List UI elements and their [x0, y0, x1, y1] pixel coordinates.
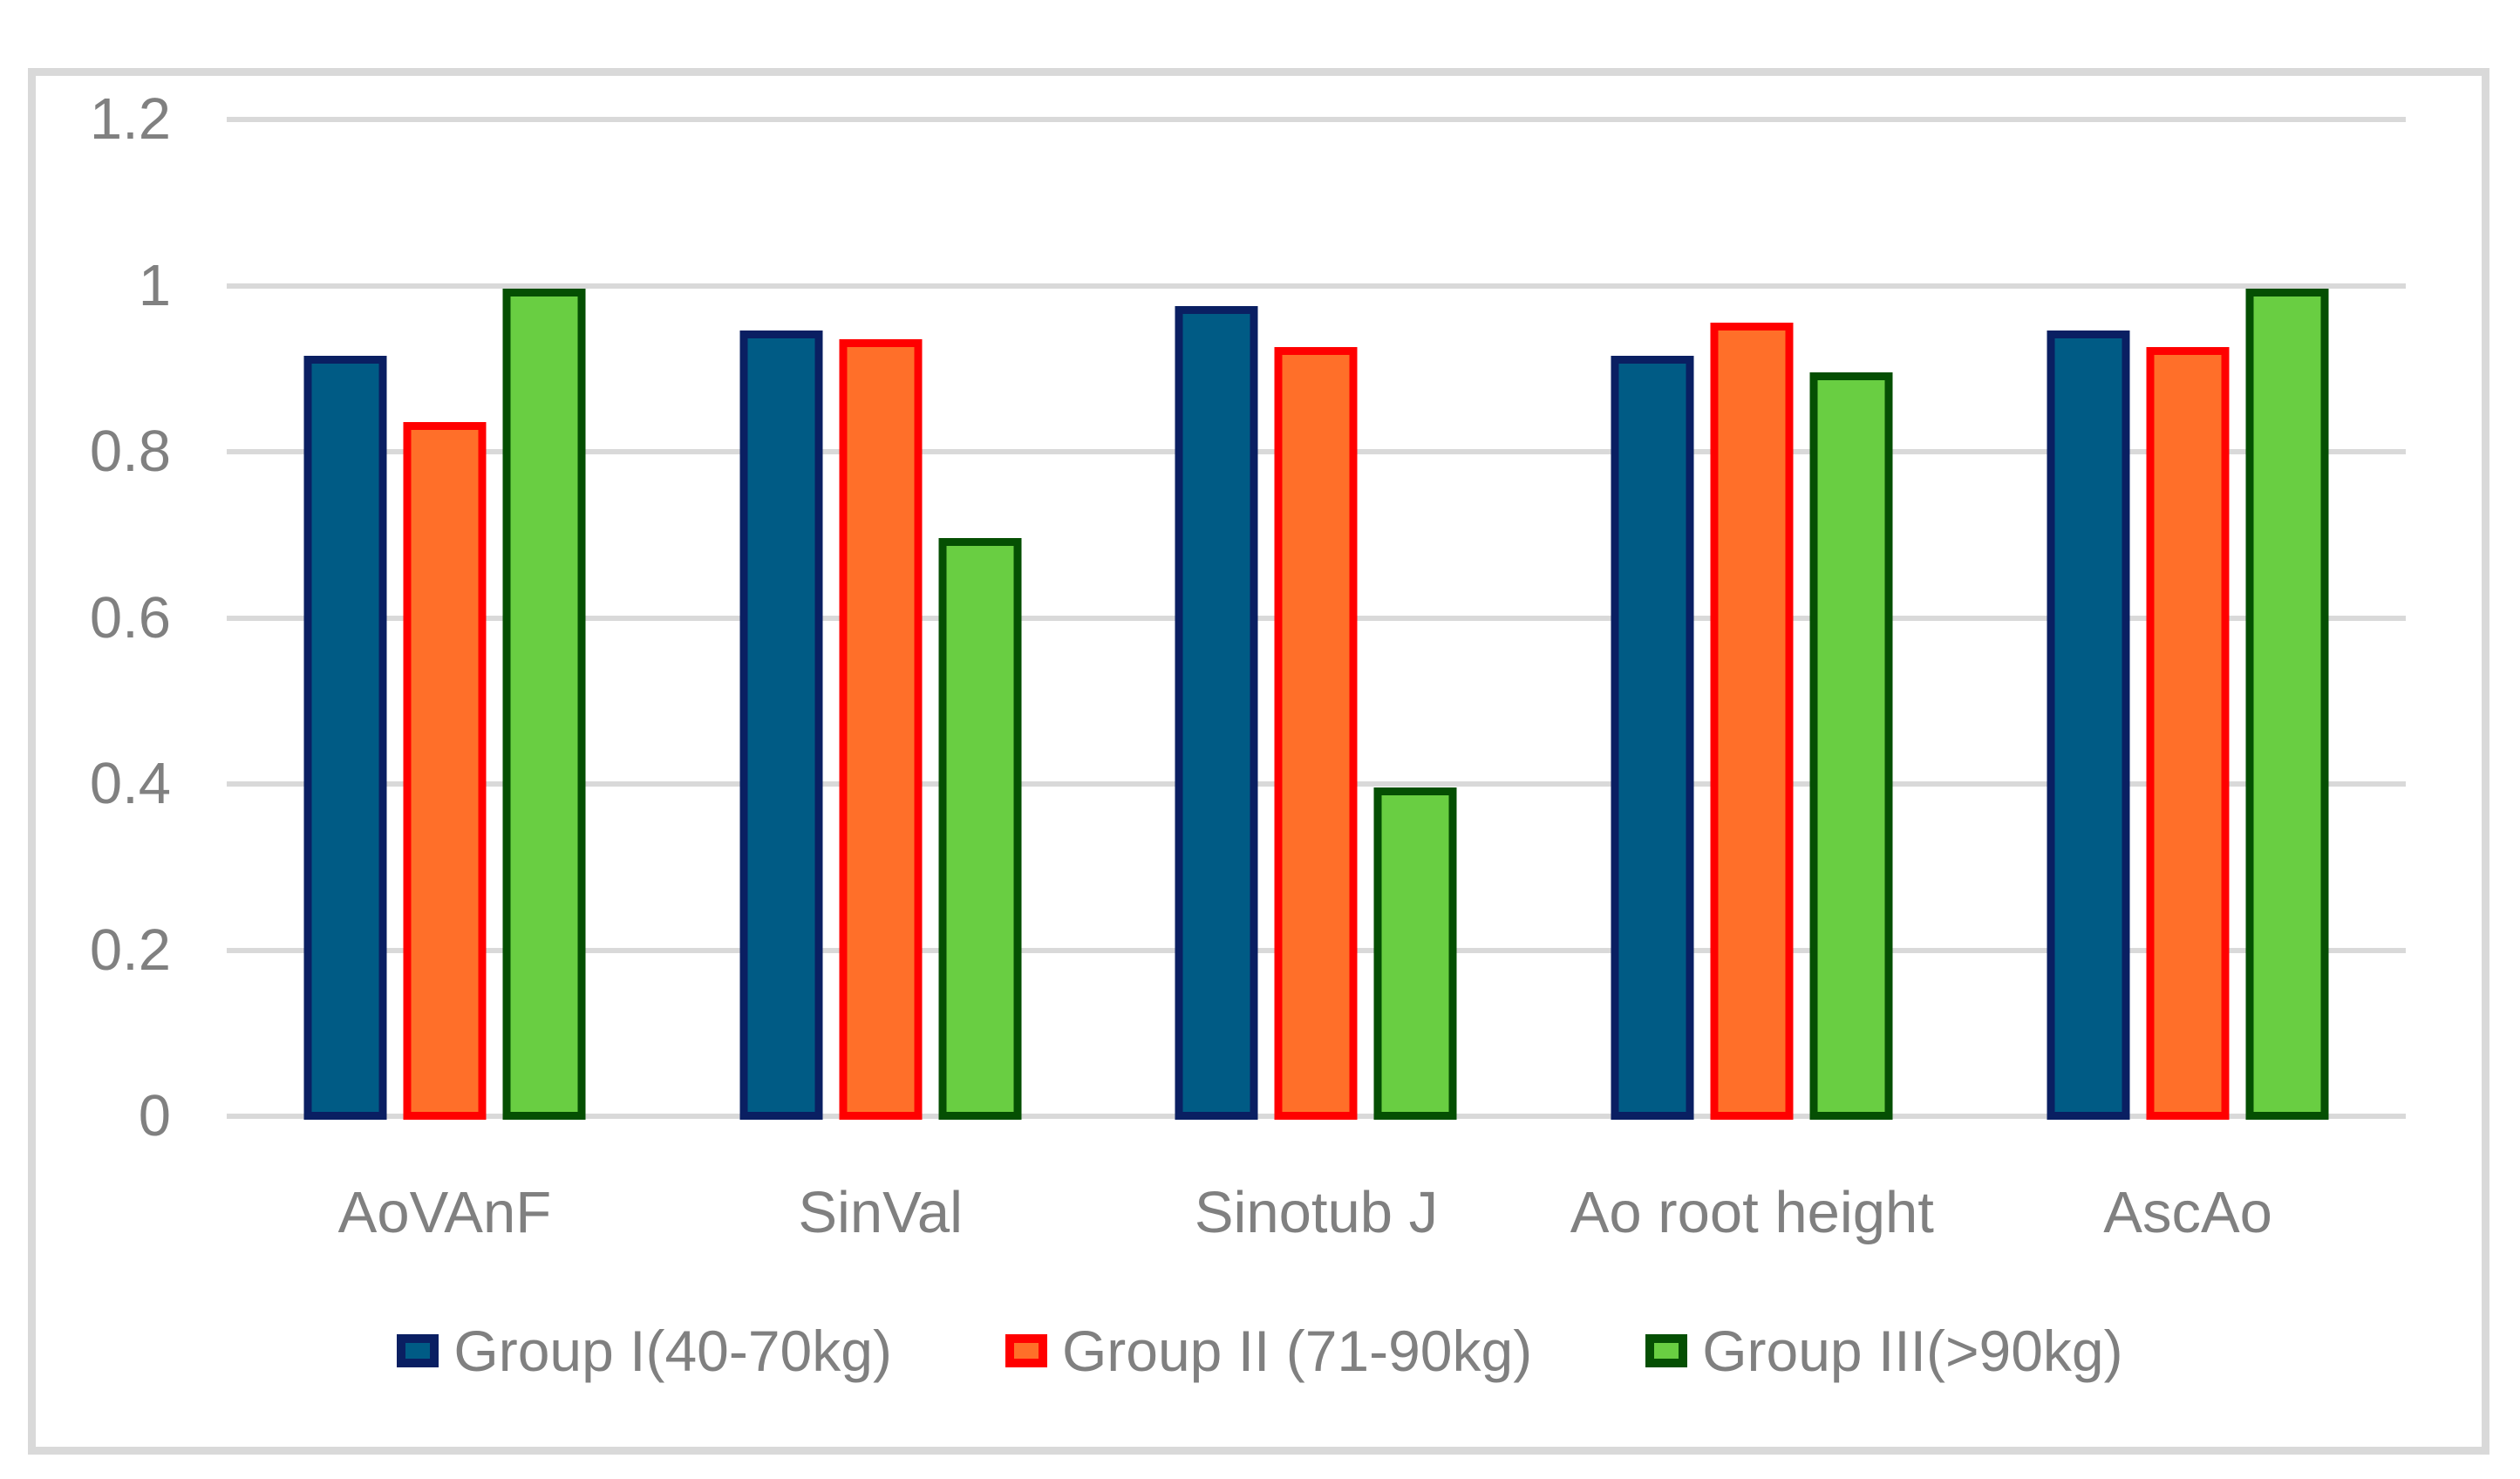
bar-series-2-cat-2 — [1373, 787, 1457, 1120]
gridline-y-1 — [227, 283, 2406, 289]
y-tick-label: 0 — [138, 1083, 171, 1148]
legend-label: Group II (71-90kg) — [1061, 1319, 1533, 1383]
y-tick-label: 0.8 — [89, 419, 171, 484]
legend-item-2: Group III(>90kg) — [1645, 1319, 2123, 1383]
bar-series-0-cat-4 — [2047, 331, 2130, 1120]
legend-label: Group I(40-70kg) — [453, 1319, 892, 1383]
bar-series-1-cat-4 — [2146, 347, 2230, 1120]
category-slot-4 — [1970, 119, 2406, 1120]
x-category-label: AoVAnF — [337, 1180, 552, 1245]
bar-group-2 — [1175, 306, 1457, 1120]
bar-series-2-cat-1 — [938, 538, 1022, 1120]
y-tick-label: 1.2 — [89, 86, 171, 152]
legend-item-0: Group I(40-70kg) — [397, 1319, 892, 1383]
x-category-label: SinVal — [798, 1180, 964, 1245]
y-tick-label: 0.2 — [89, 917, 171, 983]
bar-series-2-cat-0 — [502, 289, 586, 1120]
bar-group-4 — [2047, 289, 2329, 1120]
bar-series-1-cat-3 — [1710, 323, 1794, 1120]
category-slot-0 — [227, 119, 663, 1120]
bar-series-1-cat-1 — [839, 339, 923, 1120]
legend-swatch-icon — [397, 1334, 439, 1367]
bar-group-0 — [303, 289, 586, 1120]
bar-series-2-cat-4 — [2245, 289, 2329, 1120]
legend-label: Group III(>90kg) — [1702, 1319, 2123, 1383]
category-slot-3 — [1534, 119, 1970, 1120]
bar-series-0-cat-2 — [1175, 306, 1258, 1120]
bar-series-1-cat-0 — [403, 422, 487, 1120]
bar-group-1 — [739, 331, 1022, 1120]
x-category-label: Sinotub J — [1194, 1180, 1439, 1245]
y-tick-label: 1 — [138, 252, 171, 318]
plot-area — [227, 117, 2406, 1120]
x-category-label: AscAo — [2103, 1180, 2272, 1245]
x-category-label: Ao root height — [1570, 1180, 1934, 1245]
bar-series-0-cat-3 — [1611, 356, 1694, 1120]
y-tick-label: 0.6 — [89, 584, 171, 651]
gridline-y-1.2 — [227, 117, 2406, 122]
category-slot-1 — [663, 119, 1099, 1120]
bar-group-3 — [1611, 323, 1893, 1120]
category-slot-2 — [1099, 119, 1535, 1120]
bar-series-2-cat-3 — [1809, 372, 1893, 1120]
legend-swatch-icon — [1645, 1334, 1688, 1367]
y-tick-label: 0.4 — [89, 751, 171, 816]
bar-series-0-cat-0 — [303, 356, 387, 1120]
legend-swatch-icon — [1005, 1334, 1047, 1367]
legend-item-1: Group II (71-90kg) — [1005, 1319, 1532, 1383]
bar-series-1-cat-2 — [1274, 347, 1358, 1120]
legend: Group I(40-70kg) Group II (71-90kg) Group … — [0, 1319, 2520, 1383]
bar-series-0-cat-1 — [739, 331, 823, 1120]
